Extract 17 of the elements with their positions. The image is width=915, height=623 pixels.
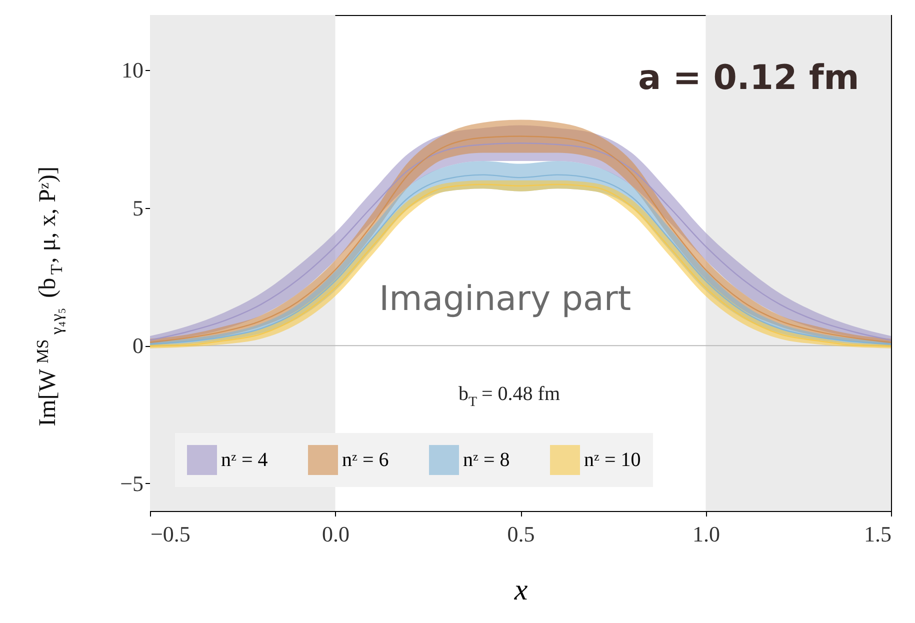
y-axis-title: Im[WMSγ₄γ₅(bT, μ, x, Pᶻ)] xyxy=(32,166,66,426)
legend-label: nᶻ = 8 xyxy=(463,449,510,471)
annotation: a = 0.12 fm xyxy=(638,58,860,98)
legend-label: nᶻ = 4 xyxy=(221,449,268,471)
x-axis-title: x xyxy=(513,574,528,606)
y-tick-label: −5 xyxy=(120,470,144,496)
x-tick-label: −0.5 xyxy=(150,522,190,546)
legend-label: nᶻ = 6 xyxy=(342,449,389,471)
y-tick-label: 10 xyxy=(122,58,144,83)
y-tick-label: 5 xyxy=(132,195,144,220)
y-tick-label: 0 xyxy=(132,333,144,358)
annotation: Imaginary part xyxy=(379,278,632,319)
x-tick-label: 1.0 xyxy=(692,522,720,546)
x-tick-label: 0.0 xyxy=(322,522,350,546)
x-tick-label: 1.5 xyxy=(864,522,892,546)
x-tick-label: 0.5 xyxy=(507,522,535,546)
legend-label: nᶻ = 10 xyxy=(584,449,641,471)
